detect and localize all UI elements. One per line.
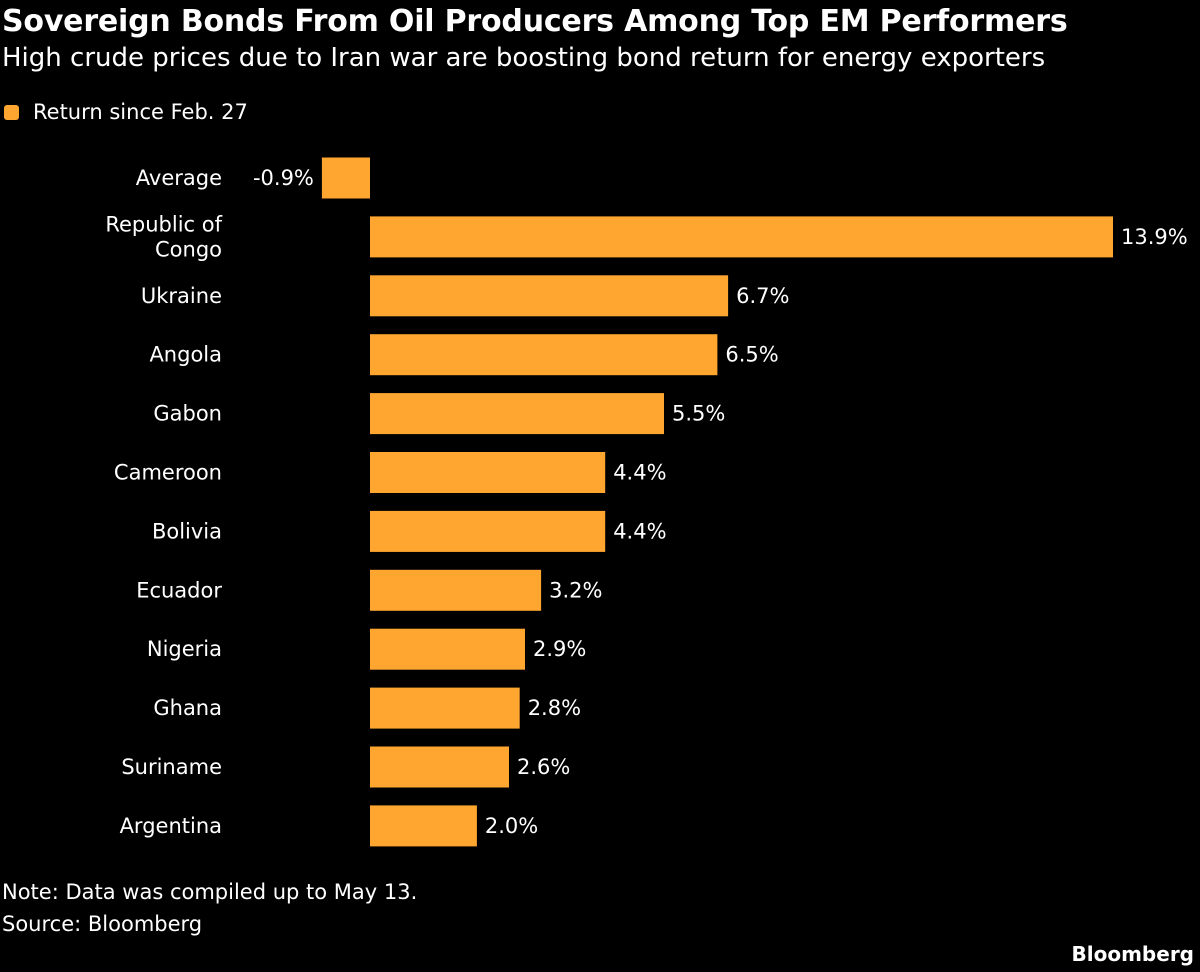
bar-3 — [370, 334, 718, 376]
category-label: Argentina — [120, 814, 222, 838]
chart-source: Source: Bloomberg — [2, 912, 203, 936]
chart-note: Note: Data was compiled up to May 13. — [2, 880, 418, 904]
category-label: Ukraine — [141, 284, 222, 308]
bar-6 — [370, 510, 606, 552]
category-label: Suriname — [121, 755, 222, 779]
value-label: 2.0% — [485, 814, 538, 838]
category-label: Gabon — [153, 402, 222, 426]
bar-0 — [321, 157, 370, 199]
value-label: 13.9% — [1121, 225, 1188, 249]
value-label: 2.8% — [528, 696, 581, 720]
bar-10 — [370, 746, 509, 788]
legend-swatch — [4, 104, 19, 120]
value-label: 2.9% — [533, 637, 586, 661]
category-label: Average — [136, 166, 222, 190]
value-label: 4.4% — [613, 519, 666, 543]
legend-label: Return since Feb. 27 — [33, 100, 248, 124]
brand-logo: Bloomberg — [1071, 942, 1194, 966]
value-label: 5.5% — [672, 402, 725, 426]
value-label: 4.4% — [613, 461, 666, 485]
bar-8 — [370, 628, 525, 670]
chart-title: Sovereign Bonds From Oil Producers Among… — [2, 4, 1068, 39]
chart-subtitle: High crude prices due to Iran war are bo… — [2, 43, 1046, 73]
category-label: Republic of Congo — [105, 212, 222, 261]
value-label: 6.7% — [736, 284, 789, 308]
bar-9 — [370, 687, 520, 729]
category-label: Bolivia — [152, 519, 222, 543]
category-label: Ghana — [153, 696, 222, 720]
category-label: Ecuador — [136, 578, 222, 602]
bar-7 — [370, 569, 542, 611]
bar-1 — [370, 216, 1113, 258]
value-label: 6.5% — [725, 343, 778, 367]
value-label: 3.2% — [549, 578, 602, 602]
category-label: Cameroon — [114, 461, 222, 485]
bar-2 — [370, 275, 729, 317]
value-label: 2.6% — [517, 755, 570, 779]
legend: Return since Feb. 27 — [4, 98, 248, 126]
category-label: Angola — [149, 343, 222, 367]
value-label: -0.9% — [253, 166, 314, 190]
bar-4 — [370, 393, 664, 435]
bar-11 — [370, 805, 477, 847]
category-label: Nigeria — [147, 637, 222, 661]
bar-5 — [370, 452, 606, 493]
